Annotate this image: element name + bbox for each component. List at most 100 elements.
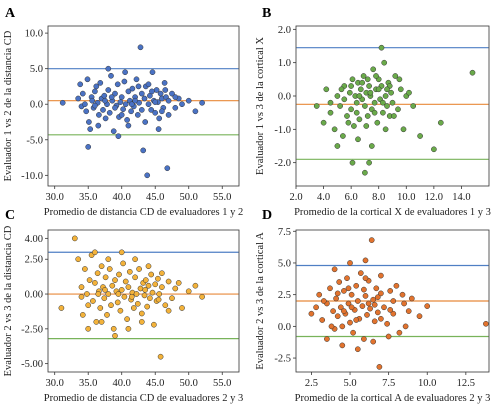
panel-c-point <box>115 291 122 297</box>
panel-c-point <box>185 288 192 295</box>
panel-c-y-tick-label: 2.50 <box>25 255 43 266</box>
panel-c-point <box>108 302 114 309</box>
panel-b-point <box>363 123 370 129</box>
panel-c-point <box>125 284 132 290</box>
panel-d-x-tick-label: 12.5 <box>457 378 475 389</box>
panel-c-x-tick-label: 50.0 <box>180 378 198 389</box>
panel-c-point <box>162 302 169 309</box>
panel-c-point <box>172 285 179 292</box>
panel-a-title: A <box>5 6 16 21</box>
panel-b-point <box>362 169 368 176</box>
panel-d-point <box>362 257 369 264</box>
panel-d-point <box>378 272 384 279</box>
panel-a-point <box>124 117 130 123</box>
panel-b-point <box>344 113 350 119</box>
panel-c-point <box>138 310 145 317</box>
panel-d-point <box>364 312 370 318</box>
panel-c-point <box>105 256 112 263</box>
panel-c-point <box>179 305 185 311</box>
panel-c-point <box>95 291 102 297</box>
panel-d-point <box>387 288 394 294</box>
panel-b-point <box>382 126 389 133</box>
panel-a-point <box>165 97 172 104</box>
panel-b-point <box>391 113 397 119</box>
panel-d-point <box>385 333 392 340</box>
panel-c-point <box>175 280 182 286</box>
panel-a-y-tick-label: 5.0 <box>30 64 43 75</box>
panel-a: A 30.0 35.0 40.0 45.0 50.0 55.0 10.0 5.0 0.0 -5.0 -… <box>3 6 243 218</box>
panel-d-point <box>353 282 360 289</box>
panel-d-point <box>331 266 338 273</box>
panel-b-point <box>373 73 379 79</box>
panel-c-point <box>137 285 144 292</box>
panel-b-point <box>341 96 348 103</box>
panel-b-y-tick-label: -1.0 <box>274 125 291 136</box>
panel-b-point <box>384 86 390 93</box>
panel-b-point <box>345 119 352 126</box>
panel-a-point <box>100 107 106 113</box>
panel-a-point <box>105 65 112 72</box>
panel-a-point <box>165 112 172 118</box>
panel-d-y-tick-label: 5.0 <box>278 258 291 269</box>
panel-a-point <box>172 94 179 100</box>
panel-a-point <box>122 101 129 108</box>
panel-b-x-tick-label: 14.0 <box>452 192 470 203</box>
panel-d-point <box>337 304 344 311</box>
panel-d-point <box>354 346 361 353</box>
panel-a-point <box>101 92 108 99</box>
panel-a-point <box>152 99 159 105</box>
panel-d-y-tick-label: 0.0 <box>278 322 291 333</box>
panel-c-point <box>159 270 165 277</box>
panel-b-point <box>362 103 368 109</box>
panel-b-point <box>410 103 417 109</box>
panel-b-point <box>356 116 363 123</box>
panel-a-point <box>121 78 128 85</box>
panel-b-point <box>437 119 444 126</box>
panel-d-point <box>408 295 415 302</box>
panel-a-point <box>92 102 98 109</box>
panel-c-point <box>136 266 142 272</box>
panel-d-point <box>359 303 366 309</box>
panel-c-point <box>147 295 153 302</box>
panel-a-point <box>95 122 102 129</box>
panel-d-point <box>313 304 319 311</box>
panel-a-point <box>118 94 125 100</box>
panel-d-point <box>371 301 378 308</box>
panel-a-point <box>141 95 148 102</box>
panel-b-point <box>406 89 412 96</box>
panel-a-point <box>77 81 84 88</box>
panel-b-point <box>313 103 320 109</box>
panel-a-point <box>96 112 102 118</box>
panel-c-point <box>169 295 175 302</box>
panel-a-point <box>84 76 91 83</box>
panel-c-point <box>106 266 113 272</box>
panel-d-point <box>348 304 355 311</box>
panel-c-point <box>159 284 165 290</box>
panel-a-point <box>117 99 124 105</box>
panel-a-point <box>148 107 155 113</box>
panel-b-point <box>357 86 364 93</box>
panel-d-point <box>354 298 361 304</box>
panel-c-point <box>120 260 126 267</box>
panel-b-point <box>371 99 378 106</box>
panel-d-point <box>374 309 381 316</box>
panel-c-point <box>124 316 130 322</box>
panel-b-x-axis-label: Promedio de la cortical X de evaluadores… <box>294 207 491 218</box>
panel-a-x-axis-label: Promedio de distancia CD de evaluadores … <box>44 207 243 218</box>
panel-c-point <box>152 281 159 288</box>
panel-a-point <box>118 112 125 118</box>
panel-a-y-tick-label: -5.0 <box>26 135 43 146</box>
panel-b-point <box>359 79 366 86</box>
panel-a-point <box>149 69 156 76</box>
panel-a-point <box>112 90 118 97</box>
panel-b-point <box>417 133 423 139</box>
panel-a-point <box>157 90 164 97</box>
panel-b-y-tick-label: 2.0 <box>278 25 291 36</box>
panel-d-point <box>357 270 364 276</box>
panel-a-point <box>86 119 92 125</box>
panel-d-point <box>362 275 369 282</box>
panel-b-point <box>375 86 382 93</box>
panel-c-point <box>90 298 96 304</box>
panel-d-point <box>483 320 489 327</box>
panel-a-point <box>140 147 147 154</box>
